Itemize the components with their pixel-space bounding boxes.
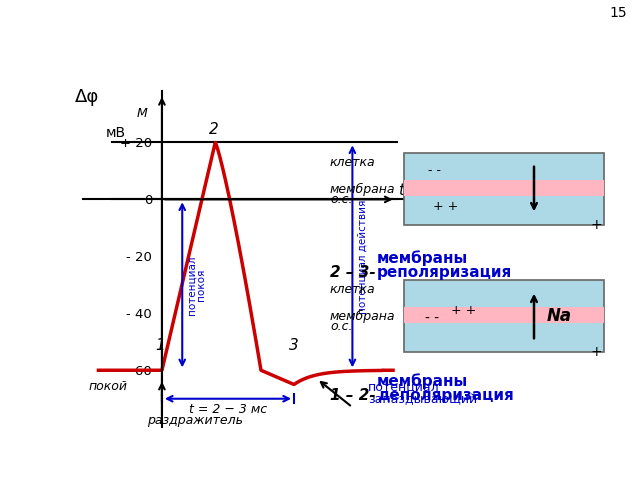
Text: мембраны: мембраны bbox=[377, 373, 468, 389]
Text: потенциал: потенциал bbox=[187, 255, 197, 314]
Text: Δφ: Δφ bbox=[75, 88, 99, 106]
Text: + +: + + bbox=[433, 201, 459, 214]
Text: покой: покой bbox=[88, 380, 127, 393]
Text: о.с.: о.с. bbox=[330, 320, 353, 333]
Text: 3: 3 bbox=[289, 338, 299, 353]
Text: потенциал: потенциал bbox=[368, 380, 440, 393]
Text: АЛ                    ИЯ: АЛ ИЯ bbox=[224, 53, 416, 73]
Text: деполяризация: деполяризация bbox=[377, 388, 514, 403]
Text: 1 – 2-: 1 – 2- bbox=[330, 388, 376, 403]
Bar bbox=[404, 153, 604, 225]
Text: клетка: клетка bbox=[330, 283, 376, 296]
Text: +: + bbox=[590, 218, 602, 232]
Text: потенциал действия: потенциал действия bbox=[358, 199, 367, 313]
Bar bbox=[404, 307, 604, 323]
Text: ПОТЕНЦИАЛ ДЕЙСТВИЯ: ПОТЕНЦИАЛ ДЕЙСТВИЯ bbox=[120, 6, 520, 37]
Text: клетка: клетка bbox=[330, 156, 376, 169]
Text: мембрана: мембрана bbox=[330, 182, 396, 195]
Text: 2: 2 bbox=[209, 122, 219, 137]
Text: Na: Na bbox=[547, 307, 572, 325]
Text: раздражитель: раздражитель bbox=[147, 414, 243, 427]
Text: t = 2 − 3 мс: t = 2 − 3 мс bbox=[189, 403, 267, 416]
Text: +: + bbox=[590, 345, 602, 359]
Bar bbox=[404, 280, 604, 352]
Text: - -: - - bbox=[428, 165, 440, 178]
Text: запаздывающий: запаздывающий bbox=[368, 393, 477, 406]
Text: М: М bbox=[136, 107, 147, 120]
Text: покоя: покоя bbox=[196, 269, 206, 301]
Text: о.с.: о.с. bbox=[330, 193, 353, 206]
Text: 1: 1 bbox=[156, 338, 165, 353]
Bar bbox=[404, 180, 604, 196]
Text: мембрана: мембрана bbox=[330, 310, 396, 323]
Text: мВ: мВ bbox=[106, 126, 126, 140]
Text: 15: 15 bbox=[609, 6, 627, 20]
Text: + +: + + bbox=[451, 304, 477, 317]
Text: t: t bbox=[398, 183, 404, 198]
Text: 2 – 3-: 2 – 3- bbox=[330, 265, 376, 280]
Text: - -: - - bbox=[425, 311, 439, 325]
Text: мембраны: мембраны bbox=[377, 250, 468, 266]
Text: реполяризация: реполяризация bbox=[377, 265, 512, 280]
